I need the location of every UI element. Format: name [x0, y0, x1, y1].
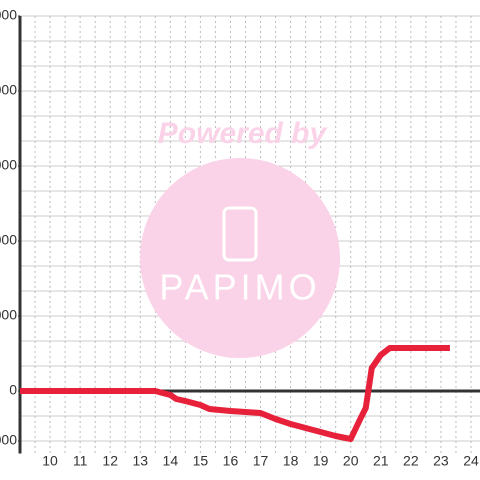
watermark: Powered by PAPIMO	[140, 117, 340, 358]
x-tick-label: 16	[223, 453, 239, 469]
y-tick-label: 0	[9, 382, 17, 398]
x-tick-label: 14	[163, 453, 179, 469]
x-tick-label: 10	[42, 453, 58, 469]
y-tick-label: 90,000	[0, 157, 17, 173]
y-tick-label: 30,000	[0, 307, 17, 323]
y-tick-label: 60,000	[0, 232, 17, 248]
watermark-circle	[140, 158, 340, 358]
x-tick-label: 22	[403, 453, 419, 469]
x-tick-label: 15	[193, 453, 209, 469]
line	[20, 345, 450, 442]
watermark-icon	[222, 206, 258, 262]
x-tick-label: 12	[102, 453, 118, 469]
x-tick-label: 20	[343, 453, 359, 469]
y-tick-label: 150,000	[0, 7, 17, 23]
x-tick-label: 11	[73, 453, 88, 469]
watermark-top: Powered by	[158, 117, 328, 150]
x-tick-label: 13	[132, 453, 148, 469]
x-tick-label: 23	[433, 453, 449, 469]
x-tick-label: 21	[373, 453, 389, 469]
x-tick-label: 18	[283, 453, 299, 469]
x-tick-label: 24	[463, 453, 479, 469]
watermark-brand: PAPIMO	[159, 267, 320, 308]
y-tick-label: -20,000	[0, 432, 17, 448]
x-tick-label: 19	[313, 453, 329, 469]
y-tick-label: 120,000	[0, 82, 17, 98]
x-tick-label: 17	[253, 453, 269, 469]
